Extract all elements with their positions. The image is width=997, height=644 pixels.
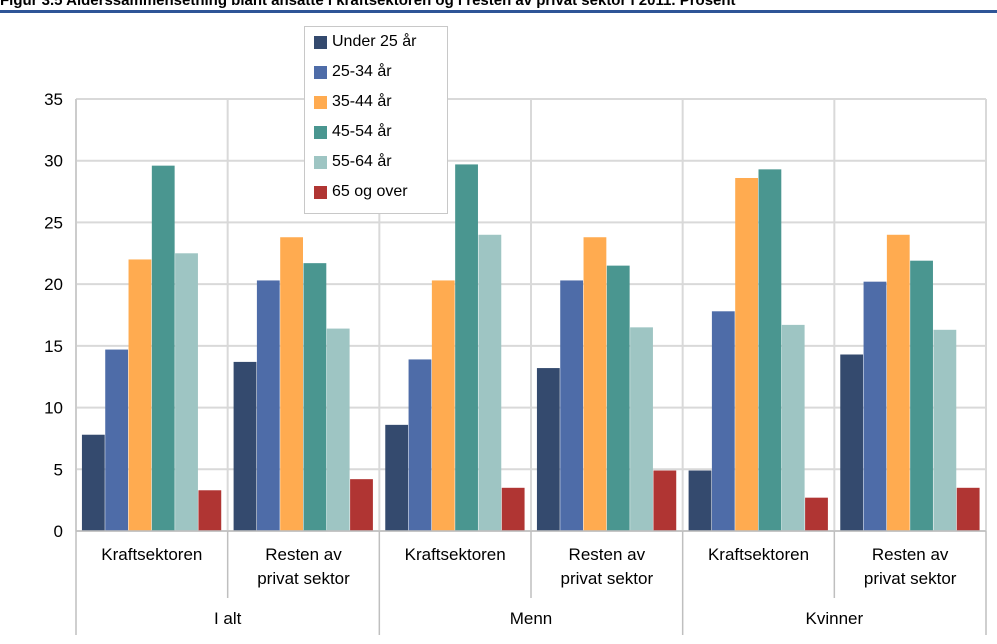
legend-label: 35-44 år — [332, 93, 392, 110]
x-group-label: Menn — [510, 609, 553, 628]
y-tick-label: 15 — [44, 337, 63, 356]
legend-item: 55-64 år — [314, 152, 392, 172]
bar — [536, 368, 560, 531]
x-tick-label: Resten av — [569, 545, 646, 564]
y-tick-label: 30 — [44, 152, 63, 171]
bar — [105, 349, 129, 531]
bar — [711, 311, 735, 531]
x-group-label: I alt — [214, 609, 242, 628]
bar — [81, 434, 105, 531]
bar — [256, 280, 280, 531]
legend-swatch — [314, 95, 327, 109]
bar — [175, 253, 198, 532]
bar — [303, 263, 327, 531]
bar — [653, 470, 677, 531]
bar — [478, 234, 502, 531]
y-tick-label: 20 — [44, 275, 63, 294]
bar — [280, 237, 303, 532]
bar — [956, 487, 980, 531]
bar — [688, 470, 712, 531]
bar — [151, 165, 175, 531]
bar — [431, 280, 455, 531]
legend-label: 45-54 år — [332, 123, 392, 140]
bar — [455, 164, 478, 531]
bar — [933, 329, 957, 531]
bar — [606, 265, 630, 531]
header-rule — [0, 10, 997, 13]
bar — [805, 497, 828, 531]
bar — [630, 327, 653, 531]
legend-item: 65 og over — [314, 182, 408, 202]
bar — [501, 487, 525, 531]
y-tick-label: 10 — [44, 399, 63, 418]
bar — [735, 177, 758, 531]
x-tick-label: privat sektor — [561, 569, 654, 588]
x-tick-label: Resten av — [872, 545, 949, 564]
bar — [840, 354, 864, 531]
chart-legend: Under 25 år 25-34 år 35-44 år 45-54 år 55-64… — [304, 26, 448, 214]
bar — [198, 490, 222, 531]
bar — [233, 361, 257, 531]
y-tick-label: 5 — [54, 460, 63, 479]
legend-swatch — [314, 35, 327, 49]
legend-swatch — [314, 155, 327, 169]
legend-label: Under 25 år — [332, 33, 417, 50]
legend-swatch — [314, 125, 327, 139]
legend-label: 65 og over — [332, 183, 408, 200]
x-tick-label: privat sektor — [864, 569, 957, 588]
figure-title: Figur 3.5 Alderssammensetning blant ansa… — [0, 0, 736, 9]
bar — [863, 281, 887, 531]
y-tick-label: 0 — [54, 522, 63, 541]
legend-item: 45-54 år — [314, 122, 392, 142]
y-tick-label: 35 — [44, 90, 63, 109]
legend-swatch — [314, 185, 327, 199]
x-tick-label: privat sektor — [257, 569, 350, 588]
x-tick-label: Kraftsektoren — [101, 545, 202, 564]
legend-swatch — [314, 65, 327, 79]
y-tick-label: 25 — [44, 213, 63, 232]
x-group-label: Kvinner — [806, 609, 864, 628]
bar — [560, 280, 584, 531]
bar — [910, 260, 933, 531]
bar — [758, 169, 782, 531]
bar — [385, 424, 409, 531]
bar — [886, 234, 910, 531]
bar — [408, 359, 432, 531]
bar — [583, 237, 607, 532]
x-tick-label: Kraftsektoren — [708, 545, 809, 564]
bar — [350, 479, 373, 531]
legend-item: 25-34 år — [314, 62, 392, 82]
bar — [781, 324, 805, 531]
legend-label: 55-64 år — [332, 153, 392, 170]
x-tick-label: Kraftsektoren — [405, 545, 506, 564]
bar — [326, 328, 350, 531]
legend-item: 35-44 år — [314, 92, 392, 112]
legend-label: 25-34 år — [332, 63, 392, 80]
bar — [128, 259, 152, 531]
legend-item: Under 25 år — [314, 32, 417, 52]
x-tick-label: Resten av — [265, 545, 342, 564]
